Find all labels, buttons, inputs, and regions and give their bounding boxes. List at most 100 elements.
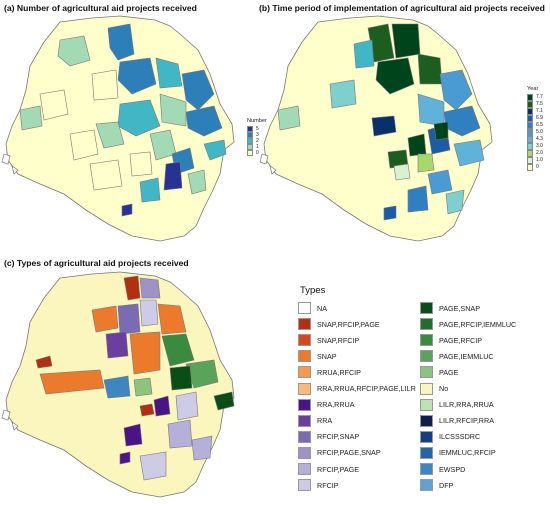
types-legend-item: RFCIP,PAGE (298, 463, 359, 475)
district (157, 303, 187, 335)
types-legend-swatch (420, 350, 433, 363)
district (191, 435, 213, 461)
types-legend-swatch (298, 479, 311, 492)
types-legend-item: SNAP,RFCIP,PAGE (298, 318, 380, 331)
scale-year-label: 0 (536, 164, 539, 170)
district (353, 39, 375, 69)
district (119, 451, 131, 465)
scale-year-label: 7.1 (536, 108, 543, 114)
scale-year-swatch (527, 115, 533, 122)
types-legend-label: DFP (439, 480, 454, 490)
types-legend-item: RRUA,RFCIP (298, 366, 361, 379)
scale-year-swatch (527, 129, 533, 136)
district (139, 451, 167, 481)
district (181, 69, 215, 111)
district (19, 105, 43, 131)
types-legend-swatch (420, 479, 433, 492)
types-legend-title: Types (300, 285, 326, 296)
types-legend-swatch (420, 446, 433, 459)
coast-islands (259, 153, 277, 175)
panel-b-title: (b) Time period of implementation of agr… (259, 3, 545, 13)
types-legend-item: RRA,RRUA (298, 398, 355, 411)
scale-number-title: Number (247, 118, 267, 124)
types-legend-swatch (420, 318, 433, 331)
district (383, 205, 397, 221)
district (133, 377, 153, 397)
district (117, 303, 141, 335)
types-legend-item: NA (298, 302, 327, 314)
types-legend-item: PAGE (420, 366, 458, 379)
types-legend-item: DFP (420, 479, 454, 492)
district (213, 391, 235, 411)
types-legend-item: LILR,RRA,RRUA (420, 398, 494, 411)
types-legend-item: No (420, 382, 448, 395)
district (39, 89, 69, 121)
district (107, 23, 135, 61)
types-legend-item: RRA,RRUA,RFCIP,PAGE,LILR (298, 382, 416, 395)
map-time-period (259, 15, 493, 242)
types-legend-label: RRA (317, 416, 333, 426)
types-legend-label: ILCSSSDRC (439, 432, 481, 442)
types-legend-swatch (420, 334, 433, 347)
types-legend-label: SNAP (317, 351, 337, 361)
types-legend-label: RRA,RRUA,RFCIP,PAGE,LILR (317, 384, 416, 393)
types-legend-label: SNAP,RFCIP,PAGE (317, 319, 380, 329)
types-legend-label: IEMMLUC,RFCIP (439, 448, 496, 458)
types-legend-label: PAGE,RFCIP,IEMMLUC (439, 319, 517, 329)
types-legend-label: PAGE,SNAP (439, 303, 481, 313)
district (139, 403, 155, 417)
types-legend-swatch (298, 463, 311, 475)
types-legend-item: ILCSSSDRC (420, 430, 481, 443)
types-legend-swatch (298, 350, 311, 363)
types-legend-label: RRA,RRUA (317, 400, 355, 410)
types-legend-label: RFCIP,SNAP (317, 432, 360, 442)
scale-year-swatch (527, 108, 533, 115)
district (39, 369, 105, 395)
district (417, 53, 443, 85)
types-legend-swatch (298, 334, 311, 347)
district (175, 391, 199, 421)
district (433, 121, 449, 141)
district (95, 121, 125, 149)
district (123, 275, 141, 301)
district (371, 115, 397, 137)
district (203, 139, 227, 161)
types-legend-swatch (420, 414, 433, 427)
types-legend-item: RRA (298, 414, 333, 427)
types-legend-label: RFCIP,PAGE (317, 464, 360, 474)
types-legend-swatch (298, 430, 311, 443)
scale-year-swatch (527, 136, 533, 143)
coast-islands (1, 153, 19, 175)
scale-year-label: 1.0 (536, 157, 543, 163)
types-legend-swatch (420, 382, 433, 395)
types-legend-swatch (298, 398, 311, 411)
district (185, 105, 223, 137)
types-legend-swatch (420, 398, 433, 411)
district (439, 69, 473, 111)
district (121, 203, 133, 217)
types-legend-item: SNAP,RFCIP (298, 334, 359, 347)
types-legend-swatch (298, 446, 311, 459)
district (159, 93, 187, 127)
scale-year-swatch (527, 143, 533, 150)
district (187, 169, 207, 195)
district (453, 139, 485, 167)
types-legend-swatch (420, 302, 433, 314)
scale-number-swatch (247, 138, 253, 144)
district (129, 151, 153, 177)
scale-number-swatch (247, 144, 253, 150)
panel-c-title: (c) Types of agricultural aid projects r… (4, 258, 189, 268)
district (417, 153, 435, 173)
district (375, 57, 415, 95)
scale-year-title: Year (527, 86, 539, 92)
district (139, 299, 159, 327)
scale-year-label: 3.0 (536, 143, 543, 149)
district (407, 133, 427, 157)
district (35, 355, 53, 369)
types-legend-item: RFCIP (298, 479, 339, 492)
district (91, 69, 119, 101)
scale-year-label: 4.3 (536, 136, 543, 142)
types-legend-label: LILR,RFCIP,RRA (439, 416, 494, 426)
district (391, 23, 421, 59)
types-legend-item: RFCIP,PAGE,SNAP (298, 446, 381, 459)
